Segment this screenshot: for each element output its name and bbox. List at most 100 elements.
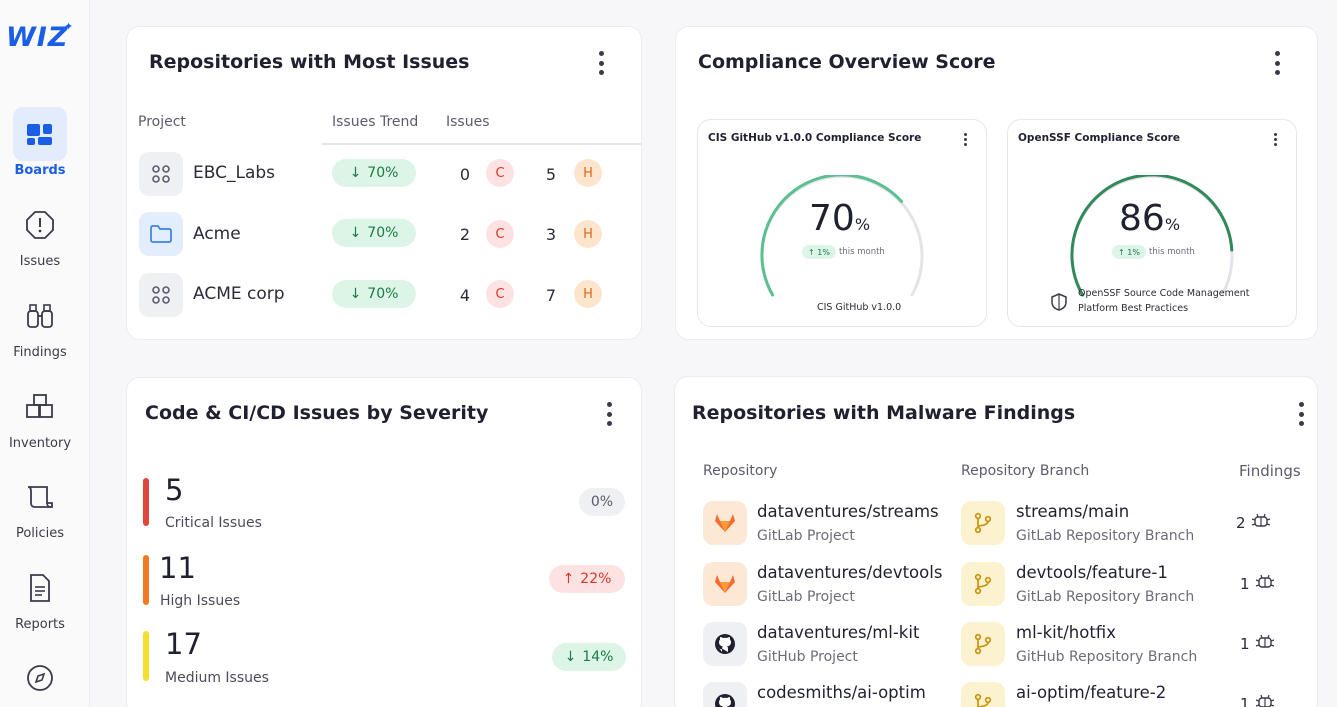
git-branch-icon: [961, 682, 1005, 707]
findings-value: 2: [1236, 514, 1246, 532]
github-icon: [703, 682, 747, 707]
kebab-menu-icon[interactable]: [596, 51, 606, 75]
repository-name[interactable]: dataventures/devtools: [757, 563, 943, 582]
repos-most-issues-card: Repositories with Most Issues Project Is…: [126, 26, 642, 340]
compass-icon: [13, 651, 67, 705]
column-header-repository[interactable]: Repository: [703, 463, 778, 479]
critical-count: 4: [459, 286, 470, 305]
kebab-menu-icon[interactable]: [964, 133, 968, 146]
grid-icon: [139, 152, 183, 196]
medium-label[interactable]: Medium Issues: [165, 670, 269, 686]
nav-reports-label: Reports: [15, 617, 65, 632]
grid-icon: [139, 273, 183, 317]
malware-findings-card: Repositories with Malware Findings Repos…: [674, 376, 1318, 707]
card-title: Compliance Overview Score: [698, 51, 996, 73]
card-title: Repositories with Malware Findings: [692, 402, 1076, 424]
nav-policies[interactable]: Policies: [0, 470, 80, 541]
project-name[interactable]: EBC_Labs: [193, 163, 276, 183]
nav-inventory[interactable]: Inventory: [0, 380, 80, 451]
kebab-menu-icon[interactable]: [1274, 133, 1278, 146]
column-header-issues[interactable]: Issues: [446, 114, 490, 130]
critical-count: 5: [165, 473, 184, 507]
openssf-score-card[interactable]: OpenSSF Compliance Score 86% ↑ 1% this m…: [1007, 119, 1297, 327]
findings-count[interactable]: 1: [1240, 694, 1276, 707]
git-branch-icon: [961, 622, 1005, 666]
critical-delta-badge: 0%: [579, 488, 625, 516]
repository-type: GitLab Project: [757, 528, 855, 544]
critical-count: 0: [459, 165, 470, 184]
repository-name[interactable]: codesmiths/ai-optim: [757, 683, 926, 702]
critical-label[interactable]: Critical Issues: [165, 515, 262, 531]
arrow-down-icon: ↓: [564, 649, 577, 665]
gauge-caption-line1: OpenSSF Source Code Management: [1078, 288, 1250, 299]
high-count: 11: [159, 551, 196, 585]
findings-value: 1: [1240, 695, 1250, 707]
high-badge: H: [574, 220, 602, 248]
compliance-overview-card: Compliance Overview Score CIS GitHub v1.…: [675, 26, 1318, 340]
repository-name[interactable]: dataventures/ml-kit: [757, 623, 920, 642]
column-header-branch[interactable]: Repository Branch: [961, 463, 1090, 479]
column-header-project[interactable]: Project: [138, 114, 186, 130]
score-value: 70%: [809, 198, 871, 239]
kebab-menu-icon[interactable]: [604, 402, 614, 426]
score-gauge: [1070, 175, 1234, 297]
project-name[interactable]: Acme: [193, 224, 241, 244]
column-header-findings[interactable]: Findings: [1239, 462, 1301, 480]
wiz-logo[interactable]: WIZ: [6, 22, 69, 53]
score-gauge: [760, 175, 924, 297]
folder-icon: [139, 212, 183, 256]
nav-issues[interactable]: Issues: [0, 198, 80, 269]
document-icon: [13, 561, 67, 615]
score-change-text: this month: [839, 247, 885, 257]
arrow-down-icon: ↓: [349, 286, 362, 302]
findings-count[interactable]: 1: [1240, 634, 1276, 654]
branch-type: GitLab Repository Branch: [1016, 589, 1195, 605]
critical-badge: C: [486, 280, 514, 308]
cis-github-score-card[interactable]: CIS GitHub v1.0.0 Compliance Score 70% ↑…: [697, 119, 987, 327]
trend-badge: ↓ 70%: [332, 280, 416, 308]
nav-reports[interactable]: Reports: [0, 561, 80, 632]
findings-value: 1: [1240, 635, 1250, 653]
nav-explore[interactable]: [0, 651, 80, 705]
repository-name[interactable]: dataventures/streams: [757, 502, 939, 521]
alert-octagon-icon: [13, 198, 67, 252]
bug-icon: [1254, 634, 1276, 654]
repository-type: GitLab Project: [757, 589, 855, 605]
trend-value: 70%: [367, 225, 399, 241]
branch-name[interactable]: streams/main: [1016, 502, 1130, 521]
high-label[interactable]: High Issues: [160, 593, 241, 609]
critical-badge: C: [486, 220, 514, 248]
kebab-menu-icon[interactable]: [1272, 51, 1282, 75]
branch-name[interactable]: devtools/feature-1: [1016, 563, 1168, 582]
branch-name[interactable]: ai-optim/feature-2: [1016, 683, 1167, 702]
findings-count[interactable]: 2: [1236, 513, 1272, 533]
gitlab-icon: [703, 501, 747, 545]
bug-icon: [1254, 694, 1276, 707]
critical-severity-bar: [143, 478, 149, 526]
bug-icon: [1254, 574, 1276, 594]
boxes-icon: [13, 380, 67, 434]
findings-value: 1: [1240, 575, 1250, 593]
nav-findings[interactable]: Findings: [0, 289, 80, 360]
trend-value: 70%: [367, 165, 399, 181]
severity-card: Code & CI/CD Issues by Severity 5 Critic…: [126, 377, 642, 707]
nav-inventory-label: Inventory: [8, 436, 72, 451]
inner-card-title: CIS GitHub v1.0.0 Compliance Score: [708, 132, 922, 144]
high-badge: H: [574, 280, 602, 308]
project-name[interactable]: ACME corp: [193, 284, 285, 304]
card-title: Code & CI/CD Issues by Severity: [145, 402, 489, 424]
findings-count[interactable]: 1: [1240, 574, 1276, 594]
kebab-menu-icon[interactable]: [1296, 402, 1306, 426]
column-header-trend[interactable]: Issues Trend: [332, 114, 419, 130]
medium-severity-bar: [143, 631, 149, 681]
arrow-down-icon: ↓: [349, 165, 362, 181]
branch-name[interactable]: ml-kit/hotfix: [1016, 623, 1116, 642]
high-count: 7: [545, 286, 556, 305]
high-badge: H: [574, 159, 602, 187]
branch-type: GitHub Repository Branch: [1016, 649, 1198, 665]
nav-boards[interactable]: Boards: [0, 107, 80, 178]
gitlab-icon: [703, 562, 747, 606]
high-count: 5: [545, 165, 556, 184]
github-icon: [703, 622, 747, 666]
repository-type: GitHub Project: [757, 649, 858, 665]
